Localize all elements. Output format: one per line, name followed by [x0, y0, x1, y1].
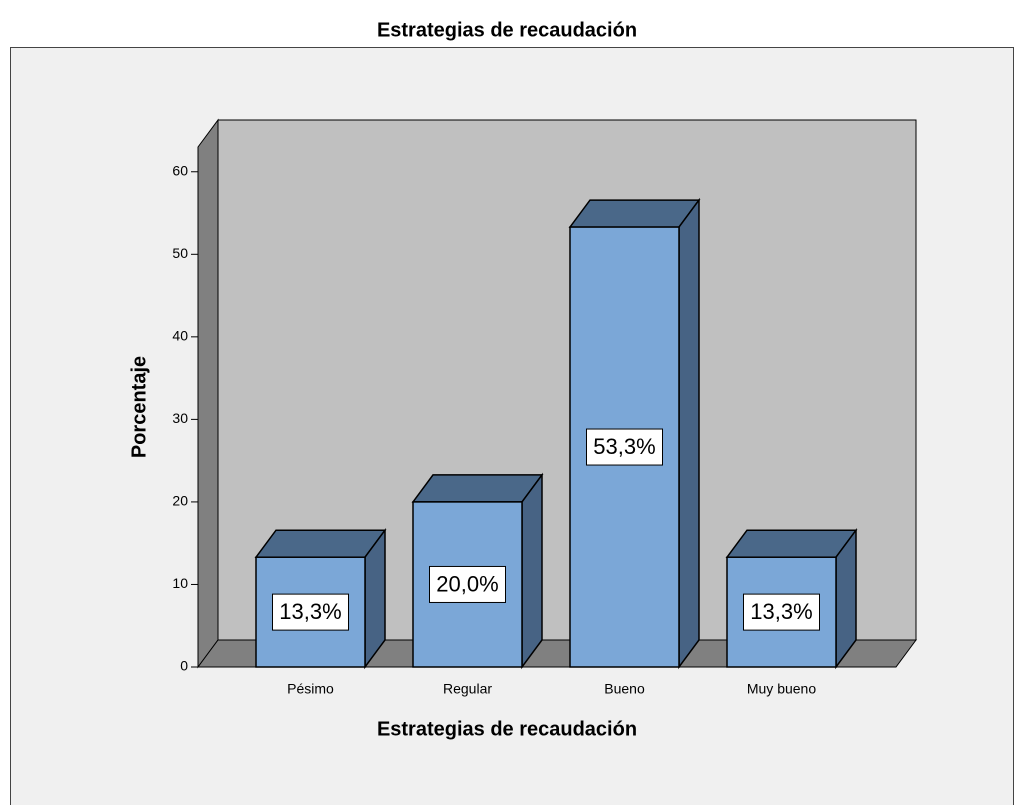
- y-tick-label: 20: [172, 493, 188, 509]
- value-label: 13,3%: [279, 599, 341, 624]
- x-tick-label: Pésimo: [287, 681, 334, 697]
- left-wall: [197, 118, 219, 669]
- y-tick-label: 40: [172, 328, 188, 344]
- bar-top: [568, 199, 701, 228]
- y-tick-label: 50: [172, 245, 188, 261]
- x-tick-label: Regular: [443, 681, 492, 697]
- value-label-box: [272, 593, 349, 631]
- x-tick-label: Bueno: [604, 681, 645, 697]
- value-label: 13,3%: [750, 599, 812, 624]
- x-tick-label: Muy bueno: [747, 681, 816, 697]
- bar-top: [254, 529, 387, 558]
- x-axis-label: Estrategias de recaudación: [377, 718, 637, 740]
- y-tick-label: 30: [172, 410, 188, 426]
- y-tick-label: 60: [172, 162, 188, 178]
- bar-side: [521, 472, 543, 670]
- value-label-box: [429, 565, 506, 603]
- chart-title: Estrategias de recaudación: [377, 19, 637, 41]
- y-axis-label: Porcentaje: [128, 356, 150, 458]
- y-tick-label: 0: [180, 658, 188, 674]
- value-label-box: [743, 593, 820, 631]
- y-tick-label: 10: [172, 575, 188, 591]
- bar-top: [411, 474, 544, 503]
- value-label: 53,3%: [593, 434, 655, 459]
- value-label-box: [586, 428, 663, 466]
- bar-side: [678, 197, 700, 670]
- value-label: 20,0%: [436, 571, 498, 596]
- bar-top: [725, 529, 858, 558]
